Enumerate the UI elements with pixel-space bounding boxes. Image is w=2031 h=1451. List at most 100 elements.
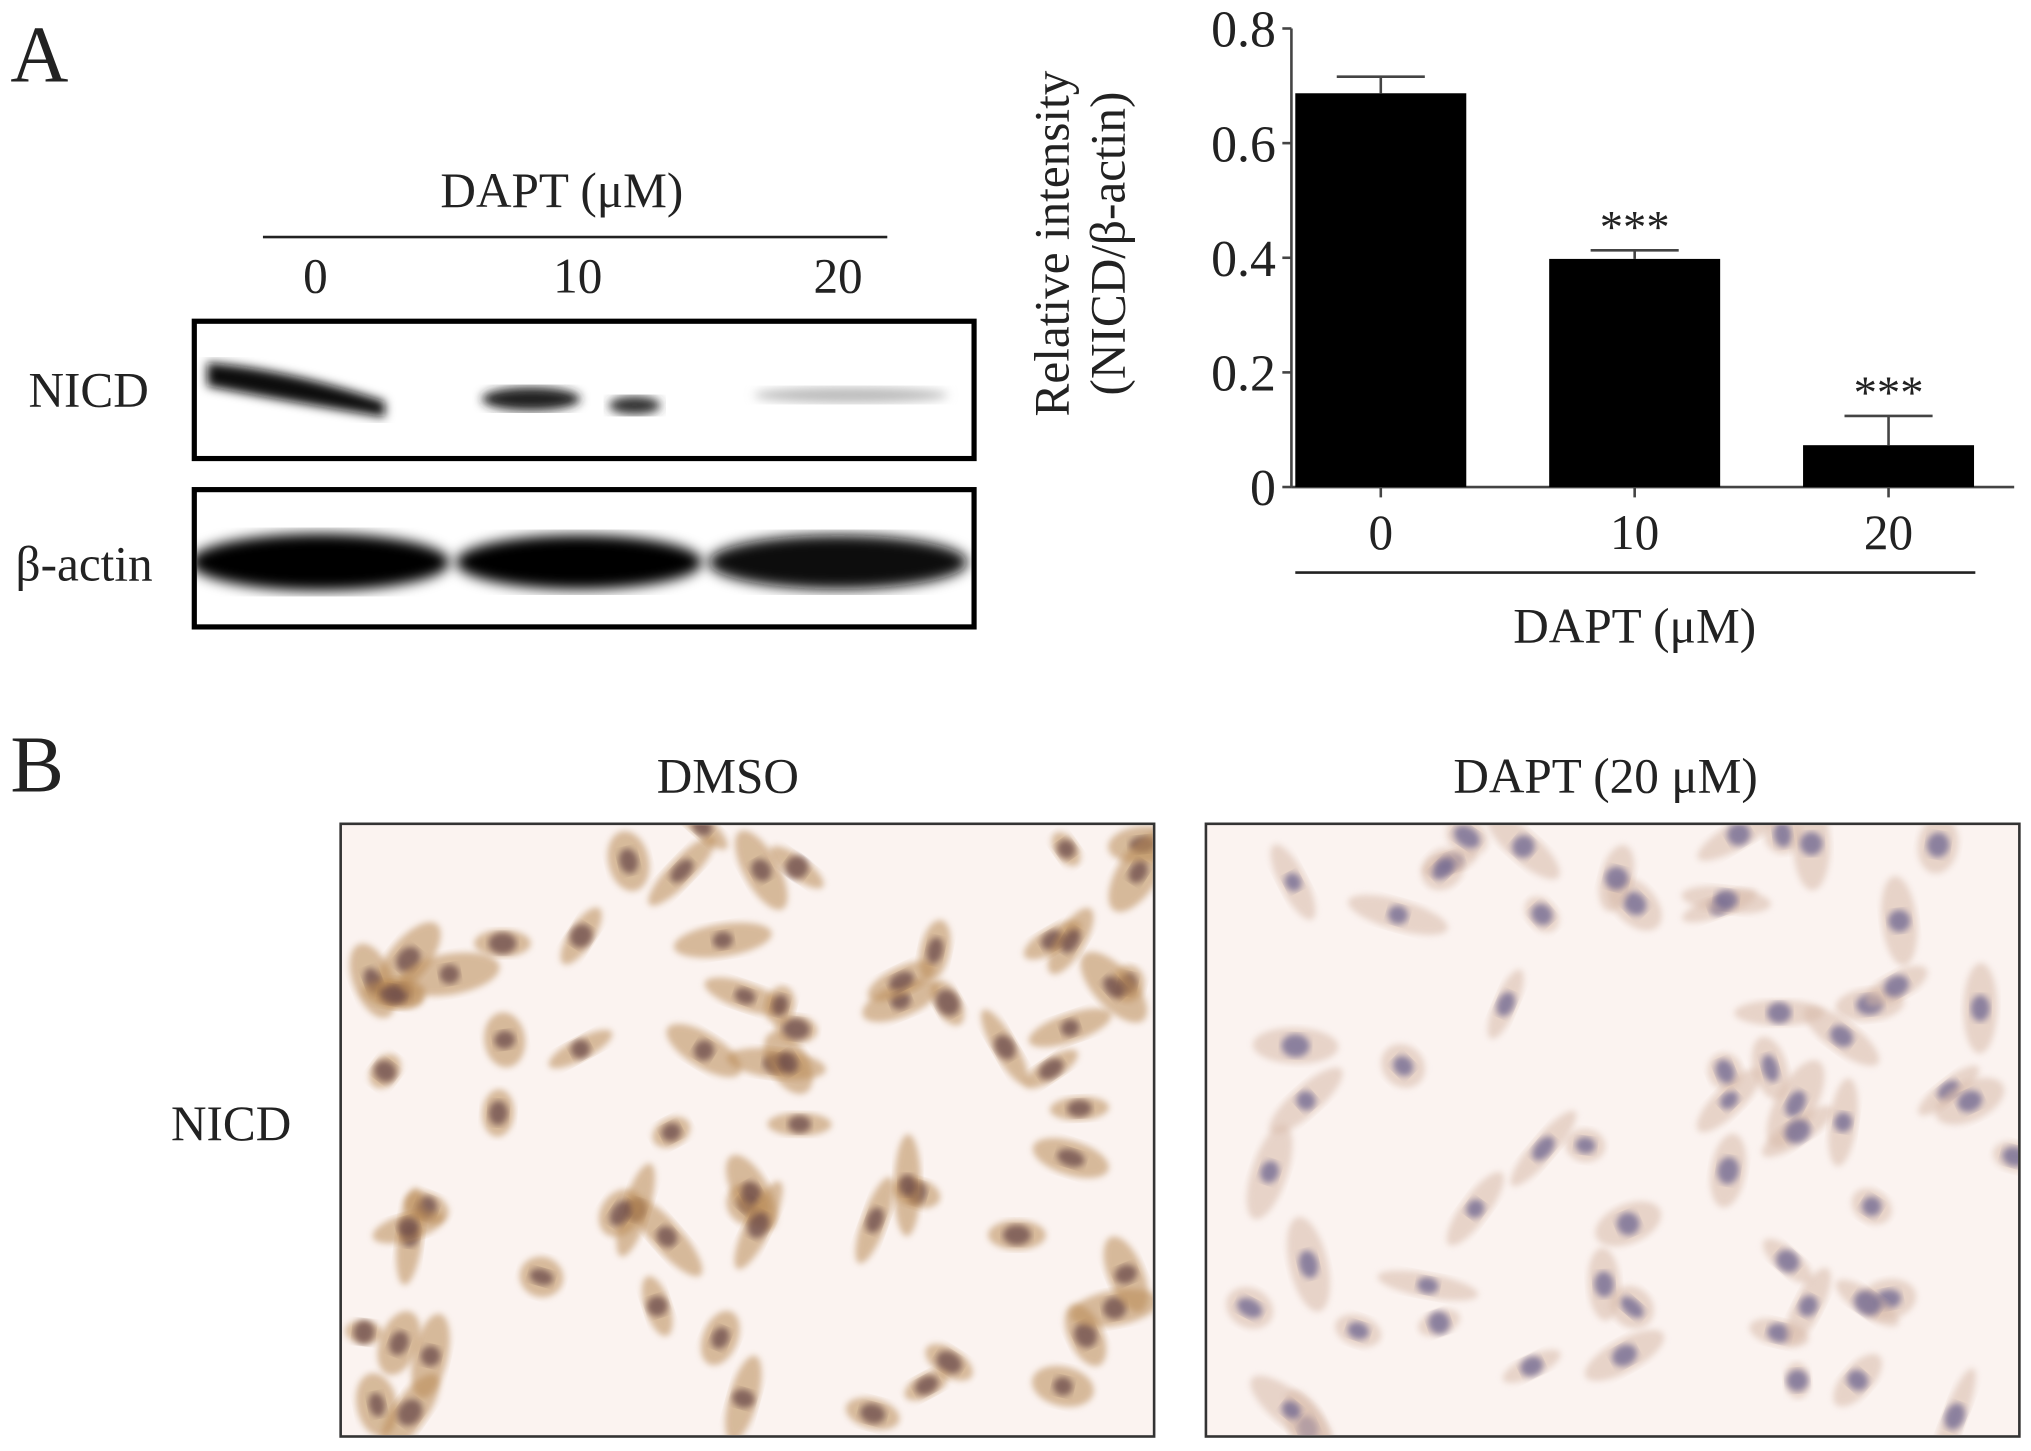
cell — [988, 1220, 1046, 1250]
cell — [1047, 907, 1094, 975]
blot-row-label-nicd: NICD — [28, 363, 149, 419]
bar-0 — [1295, 93, 1467, 488]
lane-label-10: 10 — [553, 249, 603, 305]
cell — [845, 1397, 900, 1430]
cell — [981, 1009, 1029, 1086]
cell — [474, 929, 531, 957]
band-nicd-20 — [753, 387, 949, 403]
cell — [652, 1116, 691, 1148]
cell — [1833, 1353, 1882, 1407]
cell — [560, 907, 602, 965]
cell — [345, 1320, 383, 1345]
band-actin-10 — [455, 534, 703, 590]
band-nicd-0 — [207, 362, 385, 418]
cell — [372, 1210, 445, 1244]
cell — [1785, 1267, 1831, 1344]
cell — [1764, 825, 1802, 854]
cell — [1418, 1309, 1460, 1337]
y-tick-label: 0.4 — [1211, 231, 1276, 288]
cell — [919, 919, 951, 981]
cell — [1103, 1236, 1149, 1313]
cell — [735, 830, 788, 910]
blot-row-label-actin: β-actin — [15, 537, 153, 592]
cell — [725, 1355, 762, 1436]
cell — [673, 922, 772, 958]
cell — [765, 985, 795, 1025]
cell — [1784, 1362, 1811, 1399]
bar-10 — [1549, 258, 1721, 488]
cell — [377, 1311, 421, 1375]
cell — [1595, 1201, 1662, 1247]
x-axis-label: DAPT (μM) — [1513, 598, 1756, 653]
cell — [1080, 951, 1148, 1023]
bar-chart: 0 0.2 0.4 0.6 0.8 0 *** 10 *** 20 DAPT (μM) Relativ… — [1025, 2, 2015, 653]
y-tick-label: 0.6 — [1211, 116, 1276, 173]
column-title-dapt: DAPT (20 μM) — [1453, 749, 1758, 805]
x-tick-label: 10 — [1610, 505, 1659, 560]
cell — [1031, 1365, 1094, 1407]
band-actin-0 — [196, 533, 450, 591]
cell — [1707, 1052, 1743, 1091]
cell — [1933, 1368, 1976, 1436]
cell — [1917, 825, 1959, 874]
cell — [1751, 1036, 1789, 1100]
band-nicd-10a — [481, 387, 581, 411]
cell — [1024, 1049, 1078, 1089]
cell — [1835, 1279, 1900, 1327]
cell — [399, 952, 500, 997]
treatment-bracket-line — [262, 235, 888, 239]
cell — [1762, 1238, 1813, 1284]
panel-b-letter: B — [10, 721, 64, 810]
column-title-dmso: DMSO — [656, 749, 799, 805]
cell — [1335, 1314, 1382, 1348]
cell — [1935, 1077, 2005, 1125]
cell — [1250, 1375, 1333, 1436]
cell — [1377, 1270, 1479, 1301]
band-actin-20 — [708, 534, 968, 590]
cell — [767, 1112, 832, 1136]
cell — [1803, 1006, 1880, 1066]
cell — [894, 1134, 921, 1237]
cell — [548, 1029, 613, 1069]
cell — [1502, 1349, 1561, 1384]
cell — [1028, 1008, 1112, 1048]
cell — [1565, 1128, 1606, 1162]
cell — [676, 825, 728, 850]
cell — [1828, 1078, 1858, 1167]
cell — [1993, 1141, 2019, 1172]
panel-a-letter: A — [10, 11, 69, 100]
cell — [648, 836, 716, 906]
lane-label-0: 0 — [303, 249, 328, 305]
actin-blot — [191, 487, 977, 630]
cell — [1049, 1096, 1109, 1121]
cell — [867, 960, 935, 1002]
band-nicd-10b — [608, 396, 661, 415]
cell — [1446, 1171, 1504, 1246]
cell — [925, 1343, 973, 1381]
cell — [1524, 896, 1560, 933]
cell — [1246, 1124, 1293, 1220]
cell — [598, 1189, 643, 1237]
cell — [1286, 1217, 1330, 1312]
significance-marker: *** — [1854, 367, 1924, 419]
cell — [1270, 844, 1316, 920]
cell — [1510, 1110, 1577, 1187]
cell — [519, 1256, 564, 1298]
cell — [1681, 886, 1771, 914]
cell — [1766, 1060, 1825, 1148]
cell — [411, 1313, 450, 1399]
cell — [1051, 832, 1081, 867]
cell — [631, 1197, 703, 1277]
nicd-bands — [207, 362, 949, 418]
nicd-blot — [191, 318, 977, 462]
cell — [1734, 1000, 1825, 1026]
cell — [775, 1015, 818, 1043]
blot-treatment-label: DAPT (μM) — [440, 164, 684, 219]
cell — [734, 1181, 783, 1270]
y-tick-label: 0 — [1250, 460, 1276, 517]
cell — [855, 1177, 895, 1264]
cell — [1032, 1137, 1109, 1178]
cell — [700, 1310, 740, 1366]
y-axis-label-line2: (NICD/β-actin) — [1080, 92, 1135, 396]
